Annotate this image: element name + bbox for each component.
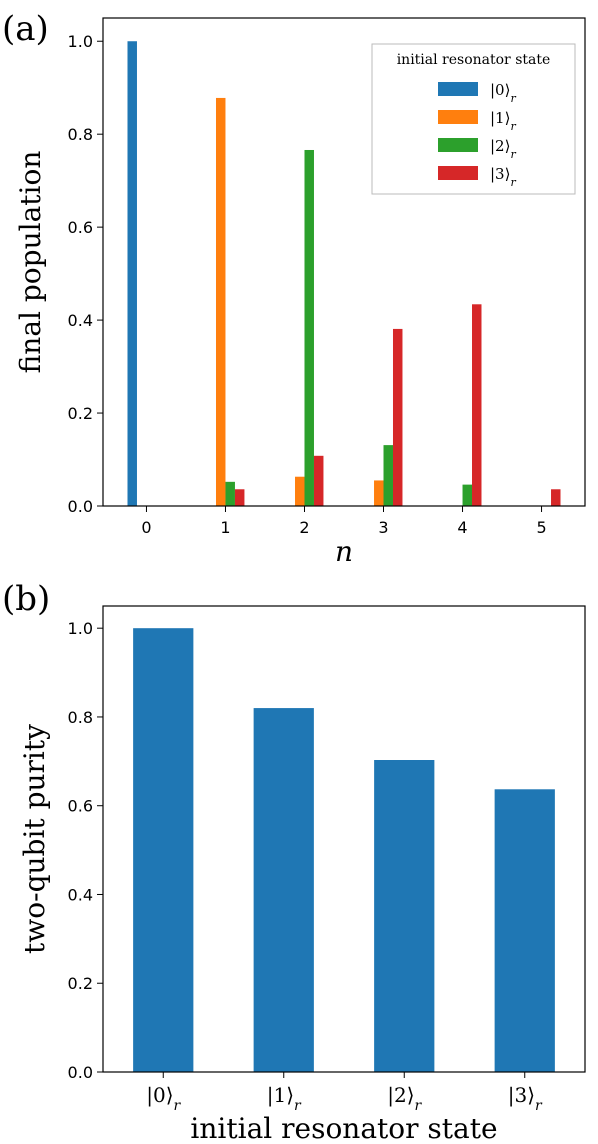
ytick-label-b: 1.0 (68, 619, 93, 638)
ytick-label-b: 0.8 (68, 708, 93, 727)
xlabel-a: n (335, 535, 353, 568)
bar-b-1 (253, 708, 314, 1072)
xtick-label-b: |1⟩r (267, 1083, 302, 1114)
legend-entry-3: |3⟩r (490, 165, 516, 189)
ylabel-a: final population (14, 151, 47, 374)
ytick-label-a: 1.0 (68, 32, 93, 51)
bar-a-s2-n1 (225, 481, 235, 506)
panel-label-b: (b) (2, 579, 50, 619)
legend-swatch-1 (438, 110, 478, 124)
ytick-label-a: 0.6 (68, 218, 93, 237)
xtick-label-a: 3 (378, 518, 388, 537)
ytick-label-a: 0.0 (68, 497, 93, 516)
ytick-label-a: 0.2 (68, 404, 93, 423)
bar-b-0 (133, 628, 194, 1072)
xtick-label-b: |0⟩r (146, 1083, 181, 1114)
legend-swatch-2 (438, 138, 478, 152)
legend-entry-1: |1⟩r (490, 109, 516, 133)
bar-a-s2-n2 (304, 149, 314, 507)
xtick-label-a: 4 (457, 518, 467, 537)
bar-a-s0-n0 (127, 41, 137, 506)
bar-a-s3-n1 (234, 489, 245, 506)
bar-a-s3-n5 (551, 489, 561, 506)
plot-frame-b (102, 605, 586, 1073)
bar-b-2 (374, 760, 435, 1072)
bar-a-s1-n1 (215, 97, 226, 506)
ytick-label-a: 0.8 (68, 125, 93, 144)
legend-title: initial resonator state (397, 52, 551, 68)
xtick-label-b: |3⟩r (508, 1083, 543, 1114)
xtick-label-a: 5 (536, 518, 546, 537)
bar-a-s1-n2 (295, 476, 305, 506)
bar-a-s1-n3 (374, 480, 384, 506)
ylabel-b: two-qubit purity (18, 724, 51, 954)
bar-a-s3-n3 (392, 328, 403, 506)
legend: initial resonator state |0⟩r |1⟩r |2⟩r |3⟩r (371, 43, 576, 195)
plot-frame-a (102, 17, 586, 507)
ytick-label-a: 0.4 (68, 311, 93, 330)
legend-entry-2: |2⟩r (490, 137, 516, 161)
ytick-label-b: 0.0 (68, 1063, 93, 1082)
legend-entry-0: |0⟩r (490, 81, 516, 105)
xlabel-b: initial resonator state (190, 1112, 497, 1144)
panel-label-a: (a) (2, 9, 49, 49)
ytick-label-b: 0.6 (68, 797, 93, 816)
bar-a-s3-n2 (313, 455, 324, 506)
chart-final-population: 0.0 0.2 0.4 0.6 0.8 1.0 0 1 2 3 4 5 n final populatio… (14, 17, 586, 568)
chart-two-qubit-purity: 0.0 0.2 0.4 0.6 0.8 1.0 |0⟩r |1⟩r |2⟩r |3⟩r initia… (18, 605, 586, 1144)
bar-a-s2-n3 (383, 445, 393, 506)
ytick-label-b: 0.4 (68, 885, 93, 904)
xtick-label-b: |2⟩r (387, 1083, 422, 1114)
xtick-label-a: 0 (141, 518, 151, 537)
bar-a-s2-n4 (462, 484, 473, 506)
xtick-label-a: 2 (299, 518, 309, 537)
bar-b-3 (494, 789, 555, 1072)
bar-a-s3-n4 (472, 304, 482, 506)
xtick-label-a: 1 (220, 518, 230, 537)
legend-swatch-3 (438, 166, 478, 180)
legend-swatch-0 (438, 82, 478, 96)
ytick-label-b: 0.2 (68, 974, 93, 993)
